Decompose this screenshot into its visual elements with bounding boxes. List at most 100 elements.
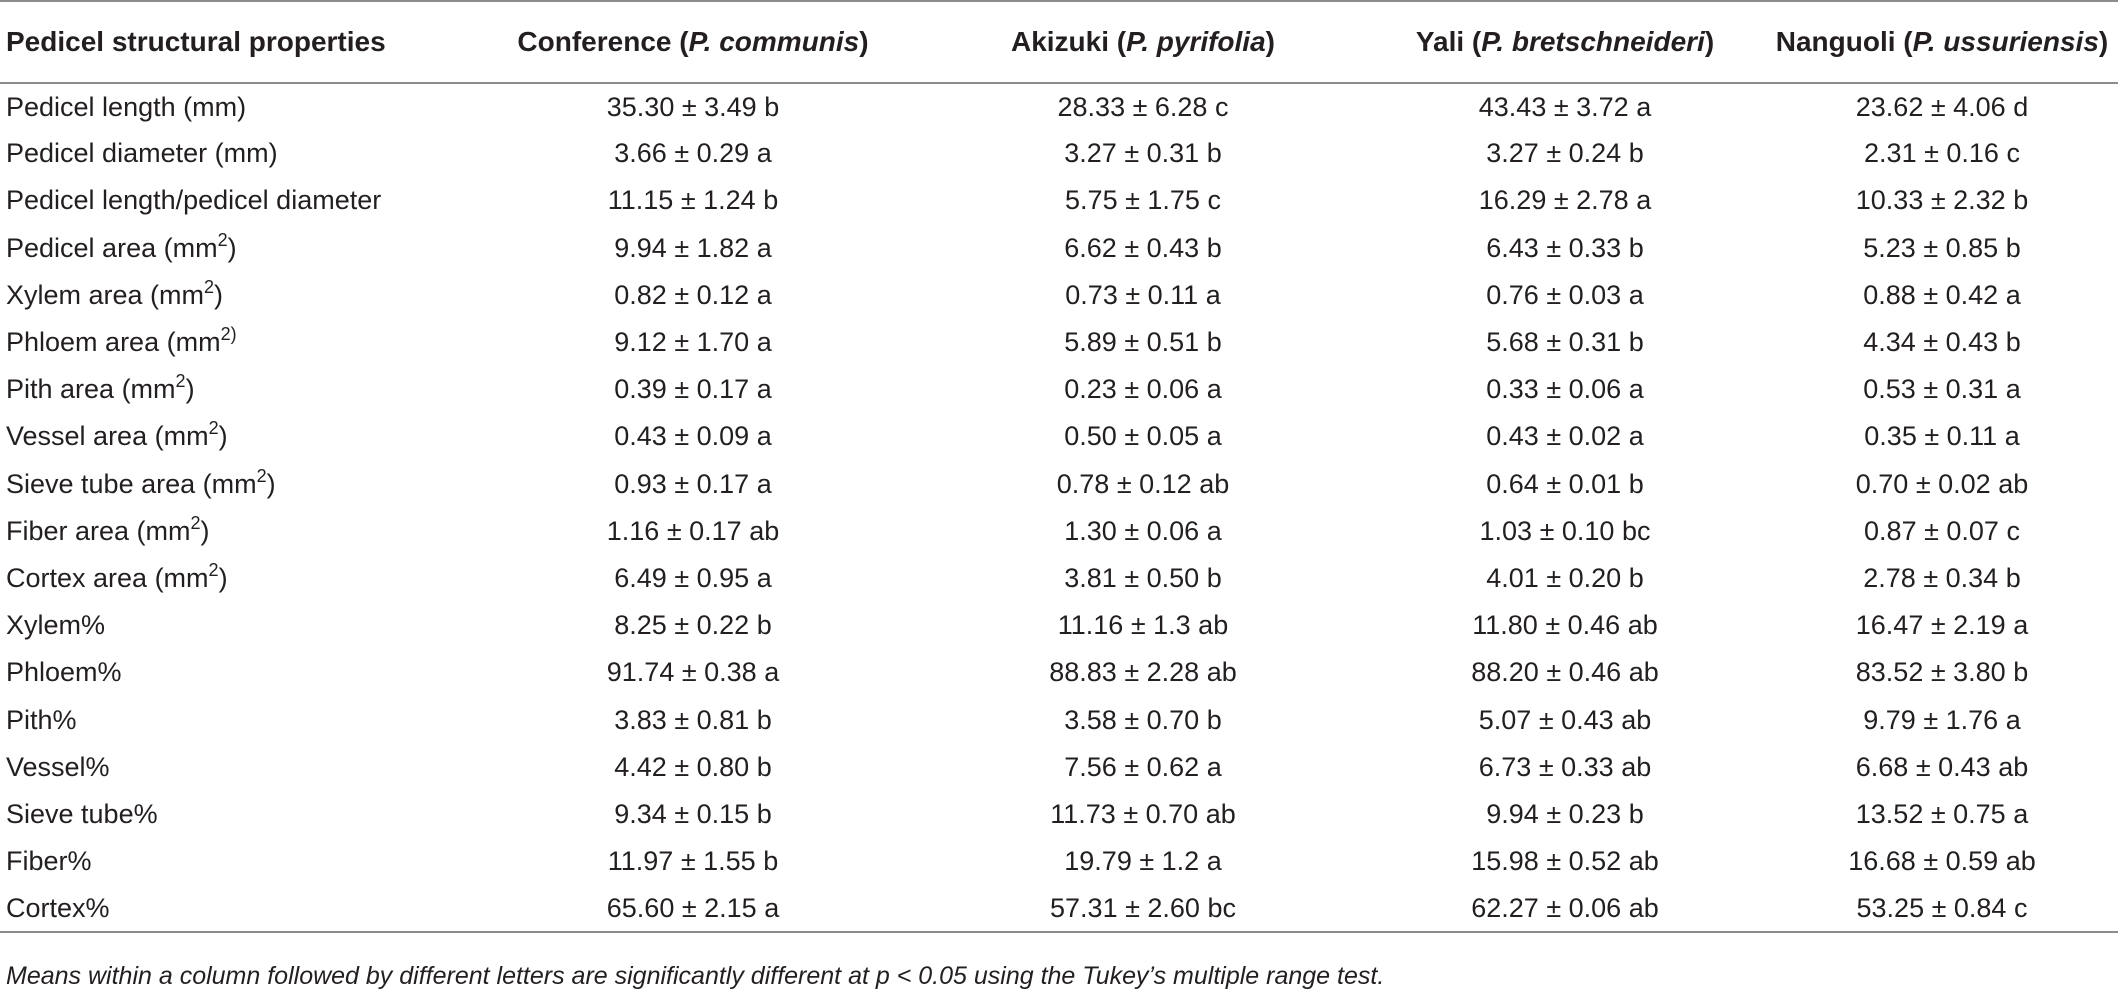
row-label: Xylem%: [0, 602, 464, 649]
row-label-text: Pedicel diameter (mm): [6, 138, 278, 169]
unit-superscript: 2: [256, 465, 267, 486]
table-cell: 0.53 ± 0.31 a: [1863, 374, 2021, 405]
table-cell: 8.25 ± 0.22 b: [614, 610, 772, 641]
table-row: Pedicel length/pedicel diameter 11.15 ± 1…: [0, 177, 2118, 224]
unit-superscript: 2: [190, 512, 201, 533]
table-row: Pedicel area (mm2) 9.94 ± 1.82 a 6.62 ± 0.…: [0, 225, 2118, 272]
table-cell: 16.47 ± 2.19 a: [1855, 610, 2029, 641]
table-cell: 0.88 ± 0.42 a: [1863, 279, 2021, 310]
table-cell: 13.52 ± 0.75 a: [1855, 798, 2029, 829]
table-cell: 11.15 ± 1.24 b: [607, 185, 779, 216]
row-label: Sieve tube%: [0, 791, 464, 838]
unit-superscript: 2: [175, 371, 186, 392]
table-cell: 16.68 ± 0.59 ab: [1848, 846, 2036, 877]
table-cell: 6.68 ± 0.43 ab: [1855, 751, 2029, 782]
table-cell: 6.43 ± 0.33 b: [1486, 232, 1644, 263]
table-cell: 3.58 ± 0.70 b: [1064, 704, 1222, 735]
row-label-text: Fiber area (mm: [6, 515, 191, 546]
header-cultivar: Conference (P. communis): [464, 0, 922, 84]
table-cell: 1.03 ± 0.10 bc: [1479, 515, 1651, 546]
table-cell: 0.82 ± 0.12 a: [614, 279, 772, 310]
table-cell: 0.64 ± 0.01 b: [1486, 468, 1644, 499]
row-label: Xylem area (mm2): [0, 272, 464, 319]
unit-superscript: 2: [208, 418, 219, 439]
pedicel-properties-table: Pedicel structural properties Conference…: [0, 0, 2118, 934]
row-label-text: Cortex%: [6, 892, 110, 923]
table-cell: 6.49 ± 0.95 a: [614, 562, 772, 593]
table-cell: 0.76 ± 0.03 a: [1486, 279, 1644, 310]
table-cell: 0.93 ± 0.17 a: [614, 468, 772, 499]
species-name: P. pyrifolia: [1126, 26, 1266, 57]
table-cell: 9.34 ± 0.15 b: [614, 798, 772, 829]
cultivar-name: Nanguoli: [1775, 26, 1896, 57]
table-cell: 65.60 ± 2.15 a: [464, 885, 922, 934]
table-cell: 1.30 ± 0.06 a: [1064, 515, 1222, 546]
table-cell: 0.73 ± 0.11 a: [1065, 279, 1221, 310]
table-cell: 5.75 ± 1.75 c: [1065, 185, 1221, 216]
table-row: Vessel area (mm2) 0.43 ± 0.09 a 0.50 ± 0.0…: [0, 413, 2118, 460]
table-footnote: Means within a column followed by differ…: [6, 962, 1385, 990]
table-cell: 1.16 ± 0.17 ab: [606, 515, 780, 546]
table-row: Sieve tube area (mm2) 0.93 ± 0.17 a 0.78 ±…: [0, 461, 2118, 508]
row-label-text: Sieve tube%: [6, 798, 158, 829]
unit-superscript: 2): [220, 324, 237, 345]
table-cell: 9.94 ± 1.82 a: [614, 232, 772, 263]
table-cell: 0.87 ± 0.07 c: [1864, 515, 2020, 546]
table-cell: 9.94 ± 0.23 b: [1486, 798, 1644, 829]
table-cell: 0.39 ± 0.17 a: [614, 374, 772, 405]
table-cell: 0.70 ± 0.02 ab: [1855, 468, 2029, 499]
row-label-text: Xylem area (mm: [6, 279, 205, 310]
table-cell: 43.43 ± 3.72 a: [1478, 91, 1652, 122]
row-label-text: Xylem%: [6, 610, 106, 641]
table-cell: 6.73 ± 0.33 ab: [1478, 751, 1652, 782]
row-label: Pedicel diameter (mm): [0, 130, 464, 177]
row-label-suffix: ): [227, 232, 237, 263]
row-label: Cortex area (mm2): [0, 555, 464, 602]
row-label: Fiber%: [0, 838, 464, 885]
header-properties: Pedicel structural properties: [0, 0, 464, 84]
header-row: Pedicel structural properties Conference…: [0, 0, 2118, 84]
table-row: Fiber area (mm2) 1.16 ± 0.17 ab 1.30 ± 0.0…: [0, 508, 2118, 555]
header-cultivar: Akizuki (P. pyrifolia): [922, 0, 1364, 84]
row-label: Vessel area (mm2): [0, 413, 464, 460]
table-cell: 5.07 ± 0.43 ab: [1478, 704, 1652, 735]
table-cell: 5.68 ± 0.31 b: [1486, 327, 1644, 358]
header-cultivar: Nanguoli (P. ussuriensis): [1766, 0, 2118, 84]
row-label: Pedicel length (mm): [0, 83, 464, 130]
table-cell: 62.27 ± 0.06 ab: [1364, 885, 1766, 934]
table-cell: 0.35 ± 0.11 a: [1864, 421, 2020, 452]
row-label-text: Sieve tube area (mm: [6, 468, 257, 499]
row-label-text: Cortex area (mm: [6, 562, 209, 593]
table-cell: 3.27 ± 0.31 b: [1064, 138, 1222, 169]
table-row: Fiber% 11.97 ± 1.55 b 19.79 ± 1.2 a 15.98 ±…: [0, 838, 2118, 885]
row-label-text: Fiber%: [6, 846, 92, 877]
table-cell: 16.29 ± 2.78 a: [1478, 185, 1652, 216]
table-cell: 53.25 ± 0.84 c: [1766, 885, 2118, 934]
table-cell: 4.42 ± 0.80 b: [614, 751, 772, 782]
table-cell: 0.43 ± 0.02 a: [1486, 421, 1644, 452]
unit-superscript: 2: [204, 276, 215, 297]
table-cell: 91.74 ± 0.38 a: [606, 657, 780, 688]
unit-superscript: 2: [217, 229, 228, 250]
table-row: Xylem area (mm2) 0.82 ± 0.12 a 0.73 ± 0.11…: [0, 272, 2118, 319]
table-cell: 5.89 ± 0.51 b: [1064, 327, 1222, 358]
table-cell: 11.97 ± 1.55 b: [607, 846, 779, 877]
row-label-text: Phloem area (mm: [6, 327, 221, 358]
table-cell: 9.12 ± 1.70 a: [614, 327, 772, 358]
table-row: Pedicel length (mm) 35.30 ± 3.49 b 28.33 ±…: [0, 83, 2118, 130]
header-cultivar: Yali (P. bretschneideri): [1364, 0, 1766, 84]
table-row: Xylem% 8.25 ± 0.22 b 11.16 ± 1.3 ab 11.80 ±…: [0, 602, 2118, 649]
table-cell: 35.30 ± 3.49 b: [606, 91, 780, 122]
row-label: Fiber area (mm2): [0, 508, 464, 555]
species-name: P. communis: [688, 26, 860, 57]
table-cell: 3.83 ± 0.81 b: [614, 704, 772, 735]
row-label-suffix: ): [218, 562, 228, 593]
row-label-suffix: ): [218, 421, 228, 452]
row-label-text: Pedicel length (mm): [6, 91, 247, 122]
table-body: Pedicel length (mm) 35.30 ± 3.49 b 28.33 ±…: [0, 83, 2118, 934]
row-label-text: Pedicel area (mm: [6, 232, 218, 263]
table-cell: 7.56 ± 0.62 a: [1064, 751, 1222, 782]
cultivar-name: Yali: [1415, 26, 1465, 57]
table-cell: 15.98 ± 0.52 ab: [1471, 846, 1659, 877]
